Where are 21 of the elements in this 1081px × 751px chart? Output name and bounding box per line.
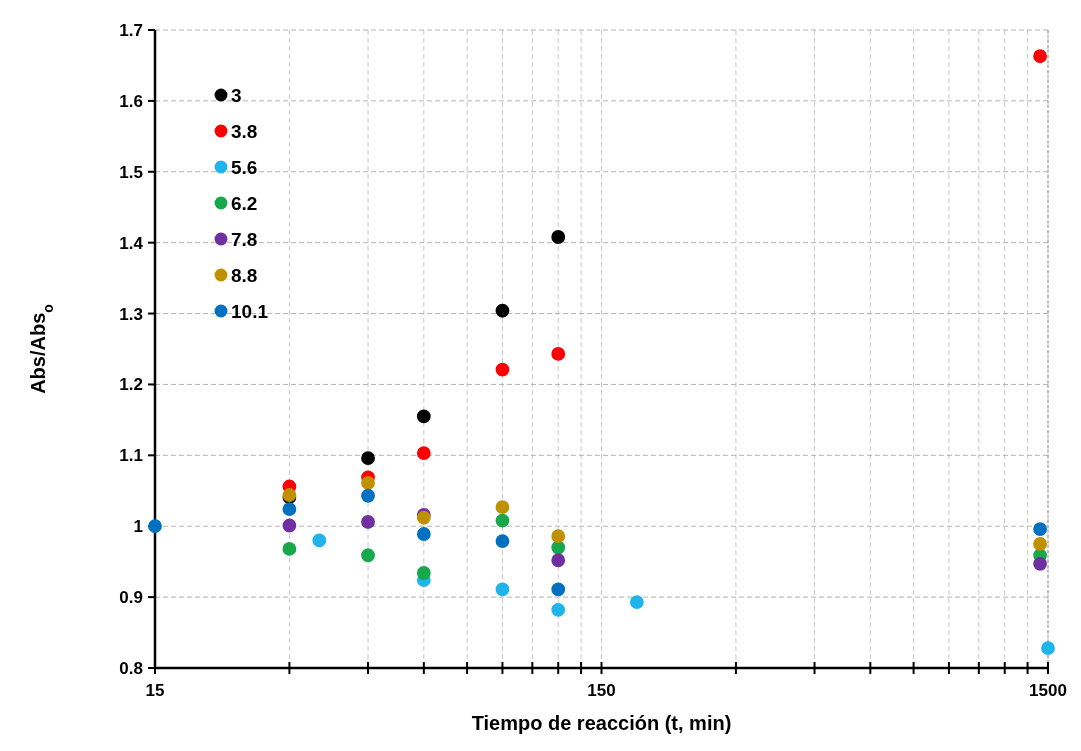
legend-label: 10.1 xyxy=(231,301,269,322)
x-tick-label: 1500 xyxy=(1029,681,1067,700)
y-tick-label: 1.7 xyxy=(119,21,143,40)
legend-label: 3.8 xyxy=(231,121,258,142)
legend-label: 5.6 xyxy=(231,157,258,178)
y-tick-label: 1.3 xyxy=(119,304,143,324)
legend-label: 7.8 xyxy=(231,229,258,250)
x-tick-label: 15 xyxy=(145,681,165,700)
y-tick-label: 1 xyxy=(133,517,143,537)
legend-label: 3 xyxy=(231,85,242,106)
y-tick-label: 1.4 xyxy=(119,233,144,253)
y-tick-label: 1.6 xyxy=(119,91,143,111)
y-tick-label: 0.9 xyxy=(119,588,143,608)
y-tick-label: 1.1 xyxy=(119,446,143,466)
x-tick-label: 150 xyxy=(587,681,616,700)
legend-label: 6.2 xyxy=(231,193,258,214)
y-tick-label: 1.5 xyxy=(119,162,143,182)
y-tick-label: 1.2 xyxy=(119,375,143,395)
y-tick-label: 0.8 xyxy=(119,659,143,678)
x-axis-title: Tiempo de reacción (t, min) xyxy=(471,712,732,734)
legend-label: 8.8 xyxy=(231,265,258,286)
